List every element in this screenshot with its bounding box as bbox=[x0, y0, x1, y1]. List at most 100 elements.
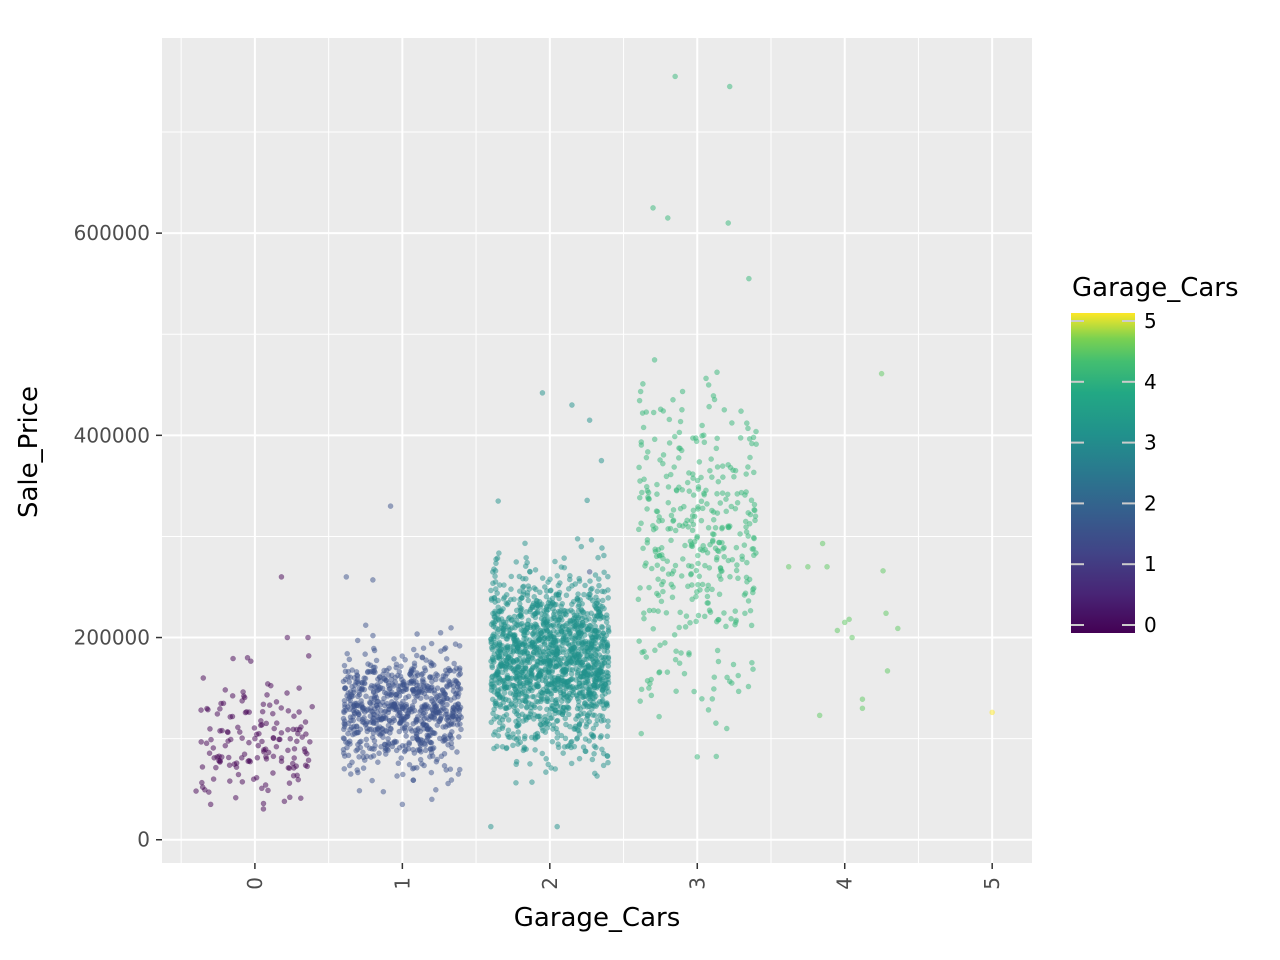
data-point bbox=[561, 564, 568, 571]
data-point bbox=[217, 728, 223, 734]
data-point bbox=[693, 589, 700, 595]
data-point bbox=[664, 215, 671, 221]
data-point bbox=[604, 733, 611, 740]
data-point bbox=[698, 474, 704, 481]
data-point bbox=[654, 481, 660, 488]
data-point bbox=[593, 744, 599, 751]
data-point bbox=[444, 670, 450, 677]
data-point bbox=[356, 739, 363, 746]
data-point bbox=[699, 422, 705, 429]
y-tick-label: 200000 bbox=[74, 626, 150, 650]
data-point bbox=[429, 753, 436, 759]
data-point bbox=[419, 703, 425, 710]
data-point bbox=[597, 607, 604, 614]
data-point bbox=[497, 694, 504, 701]
data-point bbox=[745, 683, 752, 690]
data-point bbox=[841, 619, 848, 626]
data-point bbox=[672, 73, 679, 80]
data-point bbox=[205, 706, 211, 713]
data-point bbox=[516, 601, 523, 607]
data-point bbox=[704, 600, 711, 606]
data-point bbox=[669, 594, 676, 601]
data-point bbox=[537, 601, 543, 608]
data-point bbox=[695, 483, 702, 490]
data-point bbox=[529, 779, 535, 785]
data-point bbox=[388, 676, 395, 683]
data-point bbox=[751, 501, 758, 508]
data-point bbox=[561, 744, 568, 750]
data-point bbox=[519, 711, 526, 718]
data-point bbox=[529, 604, 535, 611]
data-point bbox=[686, 488, 693, 494]
data-point bbox=[456, 706, 463, 712]
data-point bbox=[644, 536, 651, 543]
data-point bbox=[695, 581, 701, 588]
data-point bbox=[354, 678, 361, 685]
data-point bbox=[503, 704, 509, 711]
data-point bbox=[393, 700, 400, 707]
data-point bbox=[411, 660, 418, 667]
data-point bbox=[225, 729, 231, 736]
data-point bbox=[368, 705, 374, 711]
data-point bbox=[278, 705, 285, 711]
legend-tick-label: 0 bbox=[1144, 613, 1157, 637]
data-point bbox=[439, 700, 445, 707]
data-point bbox=[562, 715, 569, 722]
data-point bbox=[572, 650, 579, 656]
data-point bbox=[569, 402, 575, 408]
data-point bbox=[428, 685, 435, 691]
data-point bbox=[536, 648, 543, 655]
data-point bbox=[448, 624, 454, 631]
data-point bbox=[593, 594, 599, 601]
data-point bbox=[646, 685, 652, 691]
data-point bbox=[386, 665, 392, 672]
data-point bbox=[554, 729, 561, 736]
legend-tick-label: 2 bbox=[1144, 491, 1157, 515]
data-point bbox=[524, 673, 530, 679]
data-point bbox=[691, 513, 698, 520]
data-point bbox=[713, 753, 720, 760]
data-point bbox=[398, 720, 404, 726]
data-point bbox=[650, 205, 656, 211]
data-point bbox=[709, 586, 715, 593]
data-point bbox=[265, 749, 272, 756]
data-point bbox=[508, 665, 514, 672]
data-point bbox=[640, 424, 647, 431]
data-point bbox=[528, 708, 534, 715]
data-points bbox=[193, 73, 996, 830]
y-axis: 0 200000 400000 600000 bbox=[74, 221, 162, 852]
data-point bbox=[494, 634, 501, 640]
data-point bbox=[263, 753, 269, 760]
data-point bbox=[750, 666, 756, 673]
data-point bbox=[375, 676, 381, 682]
data-point bbox=[456, 665, 463, 672]
data-point bbox=[569, 641, 576, 648]
data-point bbox=[496, 550, 502, 556]
data-point bbox=[455, 734, 462, 740]
data-point bbox=[659, 460, 666, 467]
data-point bbox=[738, 408, 744, 415]
data-point bbox=[525, 597, 532, 604]
data-point bbox=[361, 675, 368, 681]
data-point bbox=[719, 463, 726, 469]
data-point bbox=[291, 765, 297, 771]
data-point bbox=[378, 716, 385, 723]
data-point bbox=[588, 644, 595, 650]
data-point bbox=[679, 556, 686, 562]
data-point bbox=[420, 676, 426, 682]
data-point bbox=[278, 729, 285, 736]
data-point bbox=[398, 755, 405, 761]
data-point bbox=[554, 572, 561, 579]
data-point bbox=[521, 648, 528, 654]
data-point bbox=[370, 632, 376, 639]
data-point bbox=[596, 582, 602, 589]
data-point bbox=[522, 698, 529, 705]
data-point bbox=[264, 692, 270, 698]
data-point bbox=[652, 548, 659, 555]
data-point bbox=[746, 436, 753, 442]
data-point bbox=[579, 641, 586, 647]
data-point bbox=[531, 593, 538, 600]
data-point bbox=[714, 490, 720, 497]
data-point bbox=[660, 588, 666, 595]
data-point bbox=[653, 508, 660, 514]
